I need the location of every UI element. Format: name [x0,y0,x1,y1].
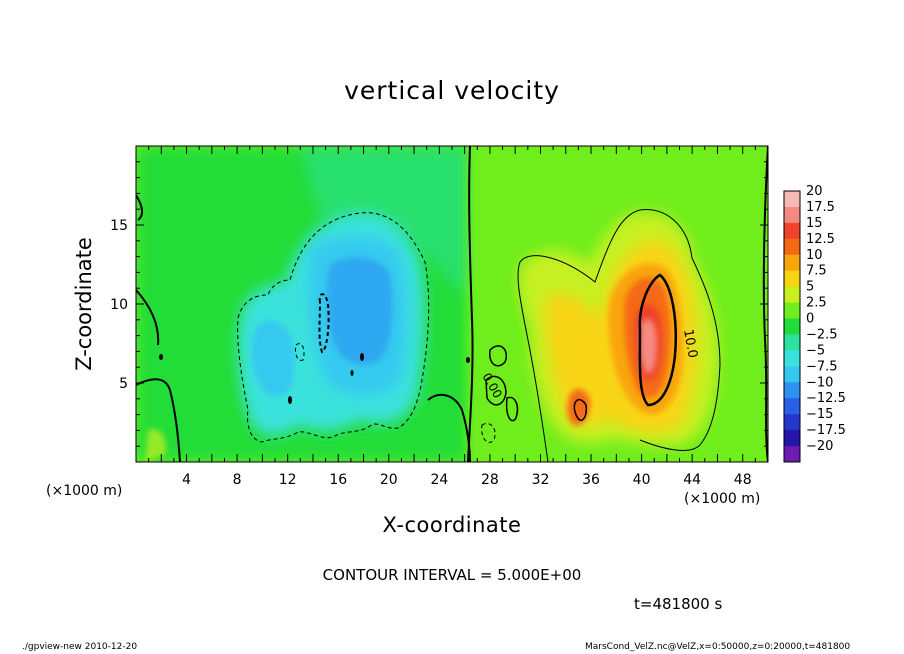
colorbar-swatch [784,382,800,399]
x-axis: 4 8 12 16 20 24 28 32 36 40 44 48 [135,146,769,488]
contour-label-10: 10.0 [680,328,700,359]
colorbar-swatch [784,334,800,351]
colorbar-swatch [784,286,800,304]
colorbar-label: −5 [806,343,825,358]
colorbar-swatch [784,350,800,367]
y-tick-label: 15 [110,218,128,234]
x-tick-label: 44 [683,472,701,488]
x-tick-label: 28 [481,472,499,488]
colorbar-swatch [784,191,800,208]
y-axis: 5 10 15 [110,145,768,463]
x-tick-label: 12 [279,472,297,488]
colorbar-label: −10 [806,375,833,390]
colorbar-label: −17.5 [806,423,846,438]
colorbar-swatch [784,302,800,320]
x-tick-label: 32 [532,472,550,488]
x-tick-label: 8 [233,472,242,488]
colorbar-frame [783,190,801,463]
colorbar-label: 2.5 [806,296,827,311]
small-contour-blobs [159,353,470,404]
colorbar-label: −15 [806,407,833,422]
negative-contours [237,212,496,443]
x-tick-label: 48 [734,472,752,488]
x-axis-label: X-coordinate [382,513,522,537]
colorbar-swatch [784,366,800,383]
colorbar-swatch [784,270,800,288]
footer-right: MarsCond_VelZ.nc@VelZ,x=0:50000,z=0:2000… [585,642,851,652]
colorbar-swatch [784,206,800,224]
time-label: t=481800 s [634,595,723,613]
colorbar-label: 12.5 [806,232,835,247]
colorbar-swatch [784,222,800,240]
chart-title: vertical velocity [344,76,560,105]
x-tick-label: 20 [380,472,398,488]
colorbar-label: −7.5 [806,359,838,374]
colorbar-label: 7.5 [806,264,827,279]
colorbar-label: −12.5 [806,391,846,406]
x-tick-label: 4 [182,472,191,488]
x-unit-label-left: (×1000 m) [46,483,123,499]
y-tick-label: 5 [119,376,128,392]
colorbar-swatch [784,398,800,415]
colorbar-label: 0 [806,312,814,327]
x-tick-label: 40 [633,472,651,488]
colorbar-swatch [784,414,800,431]
contour-interval: CONTOUR INTERVAL = 5.000E+00 [322,566,582,584]
footer-left: ./gpview-new 2010-12-20 [22,642,138,652]
contour-lines [136,146,768,462]
colorbar-swatch [784,238,800,256]
x-tick-label: 36 [582,472,600,488]
colorbar-swatch [784,430,800,447]
colorbar-label: −2.5 [806,327,838,342]
colorbar-swatch [784,318,800,335]
colorbar-label: 15 [806,216,823,231]
colorbar-label: 5 [806,280,814,295]
x-unit-label-right: (×1000 m) [684,491,761,507]
colorbar-label: 20 [806,184,823,199]
colorbar-label: −20 [806,439,833,454]
plot-field: 10.0 0.00 [136,146,768,462]
colorbar-label: 17.5 [806,200,835,215]
colorbar-swatch [784,446,800,463]
colorbar-swatch [784,254,800,272]
colorbar-label: 10 [806,248,823,263]
y-axis-label: Z-coordinate [72,237,96,371]
colorbar: 2017.51512.5107.552.50−2.5−5−7.5−10−12.5… [783,184,846,463]
x-tick-label: 24 [430,472,448,488]
y-tick-label: 10 [110,297,128,313]
x-tick-label: 16 [329,472,347,488]
